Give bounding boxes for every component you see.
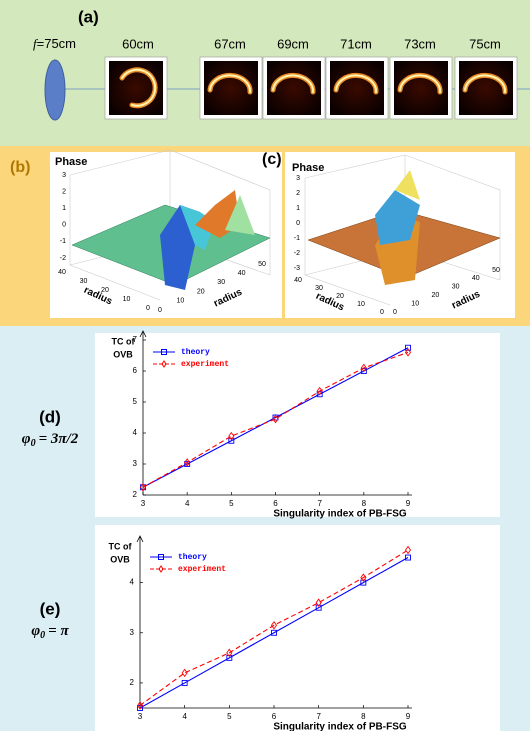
z-tick-label: -3 xyxy=(294,265,300,272)
x-tick-label: 6 xyxy=(273,499,278,508)
z-tick-label: 1 xyxy=(296,205,300,212)
y-tick-label: 5 xyxy=(133,397,138,406)
distance-label: 67cm xyxy=(214,36,246,51)
z-tick-label: -1 xyxy=(294,235,300,242)
panel-label: (b) xyxy=(10,159,30,176)
y-tick-label: 2 xyxy=(130,678,135,687)
y-tick-label: 20 xyxy=(197,288,205,295)
figure: (a) f=75cm 60cm67cm69cm71cm73cm75cm (b) … xyxy=(0,0,530,731)
x-tick-label: 9 xyxy=(406,712,411,721)
y-tick-label: 4 xyxy=(130,578,135,587)
x-tick-label: 40 xyxy=(294,277,302,284)
x-tick-label: 4 xyxy=(182,712,187,721)
phase-label: φ0= 3π/2 xyxy=(22,431,79,449)
phase-subscript: 0 xyxy=(31,438,36,449)
y-tick-label: 6 xyxy=(133,366,138,375)
x-tick-label: 3 xyxy=(141,499,146,508)
focal-label: f=75cm xyxy=(33,36,76,51)
x-tick-label: 10 xyxy=(357,301,365,308)
y-axis-label: TC of xyxy=(112,336,136,346)
phase-subscript: 0 xyxy=(40,630,45,641)
plot-title: Phase xyxy=(55,156,87,168)
panel-label: (c) xyxy=(262,151,282,168)
x-tick-label: 4 xyxy=(185,499,190,508)
plot-title: Phase xyxy=(292,162,324,174)
distance-label: 71cm xyxy=(340,36,372,51)
x-tick-label: 0 xyxy=(380,309,384,316)
phase-value: = 3π/2 xyxy=(39,431,79,447)
y-tick-label: 10 xyxy=(411,300,419,307)
x-tick-label: 8 xyxy=(361,712,366,721)
y-tick-label: 10 xyxy=(177,298,185,305)
z-tick-label: 0 xyxy=(296,220,300,227)
y-tick-label: 30 xyxy=(217,279,225,286)
x-tick-label: 7 xyxy=(317,499,322,508)
phase-value: = π xyxy=(48,623,69,639)
x-tick-label: 0 xyxy=(146,305,150,312)
phase-label: φ0= π xyxy=(31,623,69,641)
y-tick-label: 50 xyxy=(492,267,500,274)
y-tick-label: 0 xyxy=(158,307,162,314)
y-tick-label: 40 xyxy=(472,275,480,282)
x-axis-label: Singularity index of PB-FSG xyxy=(273,509,407,520)
x-tick-label: 5 xyxy=(227,712,232,721)
z-tick-label: 2 xyxy=(62,188,66,195)
z-tick-label: -2 xyxy=(294,250,300,257)
lens xyxy=(45,60,65,120)
y-tick-label: 30 xyxy=(452,284,460,291)
y-tick-label: 50 xyxy=(258,261,266,268)
panel-label: (a) xyxy=(78,7,99,26)
y-axis-label: OVB xyxy=(113,349,133,359)
y-axis-label: OVB xyxy=(110,554,130,564)
phase-symbol: φ xyxy=(22,431,31,447)
distance-label: 69cm xyxy=(277,36,309,51)
z-tick-label: -1 xyxy=(60,238,66,245)
x-tick-label: 9 xyxy=(406,499,411,508)
x-axis-label: Singularity index of PB-FSG xyxy=(273,722,407,731)
y-tick-label: 2 xyxy=(133,490,138,499)
y-tick-label: 4 xyxy=(133,428,138,437)
x-tick-label: 7 xyxy=(316,712,321,721)
legend-label: experiment xyxy=(178,565,226,574)
z-tick-label: 0 xyxy=(62,222,66,229)
chart-frame xyxy=(95,333,500,517)
x-tick-label: 6 xyxy=(272,712,277,721)
y-axis-label: TC of xyxy=(109,541,133,551)
chart-frame xyxy=(95,525,500,731)
x-tick-label: 5 xyxy=(229,499,234,508)
distance-label: 75cm xyxy=(469,36,501,51)
panel-label: (e) xyxy=(40,599,61,618)
legend-label: theory xyxy=(181,348,210,357)
z-tick-label: 3 xyxy=(62,172,66,179)
y-tick-label: 40 xyxy=(238,270,246,277)
panel-label: (d) xyxy=(39,407,61,426)
y-tick-label: 3 xyxy=(130,628,135,637)
distance-label: 60cm xyxy=(122,36,154,51)
legend-label: theory xyxy=(178,553,207,562)
y-tick-label: 3 xyxy=(133,459,138,468)
x-tick-label: 8 xyxy=(362,499,367,508)
x-tick-label: 40 xyxy=(58,269,66,276)
x-tick-label: 3 xyxy=(138,712,143,721)
z-tick-label: -2 xyxy=(60,255,66,262)
y-tick-label: 0 xyxy=(393,309,397,316)
z-tick-label: 3 xyxy=(296,175,300,182)
y-tick-label: 20 xyxy=(432,292,440,299)
legend-label: experiment xyxy=(181,360,229,369)
z-tick-label: 2 xyxy=(296,190,300,197)
x-tick-label: 10 xyxy=(123,296,131,303)
distance-label: 73cm xyxy=(404,36,436,51)
phase-symbol: φ xyxy=(31,623,40,639)
z-tick-label: 1 xyxy=(62,205,66,212)
